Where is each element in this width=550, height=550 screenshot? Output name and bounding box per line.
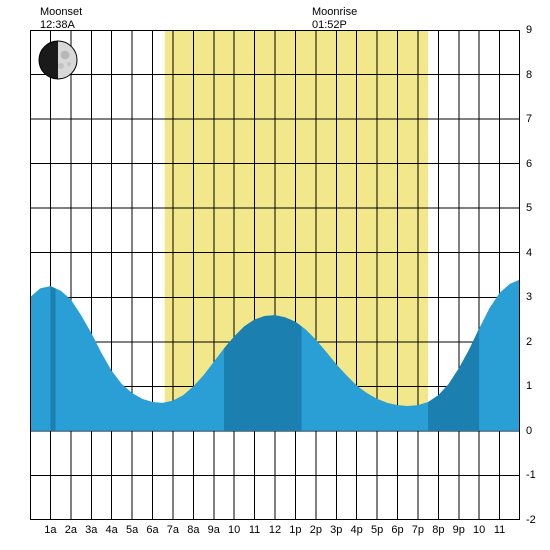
x-tick: 2a xyxy=(65,524,77,536)
x-tick: 4p xyxy=(351,524,363,536)
y-tick: -1 xyxy=(526,469,536,481)
moonset-label: Moonset 12:38A xyxy=(40,6,82,32)
x-tick: 6p xyxy=(391,524,403,536)
x-tick: 4a xyxy=(106,524,118,536)
x-tick: 3p xyxy=(330,524,342,536)
moonset-title: Moonset xyxy=(40,6,82,18)
x-tick: 5a xyxy=(126,524,138,536)
y-tick: -2 xyxy=(526,514,536,526)
y-tick: 4 xyxy=(526,247,532,259)
x-tick: 10 xyxy=(473,524,485,536)
x-tick: 6a xyxy=(146,524,158,536)
moon-phase-icon xyxy=(38,40,78,80)
x-tick: 10 xyxy=(228,524,240,536)
chart-plot xyxy=(30,30,520,520)
y-tick: 1 xyxy=(526,380,532,392)
x-tick: 2p xyxy=(310,524,322,536)
moonrise-title: Moonrise xyxy=(312,6,357,18)
x-tick: 7a xyxy=(167,524,179,536)
x-tick: 7p xyxy=(412,524,424,536)
y-tick: 7 xyxy=(526,113,532,125)
x-tick: 1p xyxy=(289,524,301,536)
y-tick: 8 xyxy=(526,69,532,81)
y-tick: 6 xyxy=(526,158,532,170)
y-tick: 2 xyxy=(526,336,532,348)
x-tick: 11 xyxy=(494,524,505,536)
x-tick: 5p xyxy=(371,524,383,536)
x-tick: 1a xyxy=(44,524,56,536)
x-tick: 9p xyxy=(453,524,465,536)
moonrise-label: Moonrise 01:52P xyxy=(312,6,357,32)
x-tick: 11 xyxy=(249,524,260,536)
y-tick: 9 xyxy=(526,24,532,36)
y-tick: 5 xyxy=(526,202,532,214)
x-tick: 12 xyxy=(269,524,281,536)
tide-chart: Moonset 12:38A Moonrise 01:52P -2-101234… xyxy=(0,0,550,550)
x-tick: 9a xyxy=(208,524,220,536)
x-tick: 3a xyxy=(85,524,97,536)
x-tick: 8p xyxy=(432,524,444,536)
y-tick: 3 xyxy=(526,291,532,303)
y-tick: 0 xyxy=(526,425,532,437)
x-tick: 8a xyxy=(187,524,199,536)
